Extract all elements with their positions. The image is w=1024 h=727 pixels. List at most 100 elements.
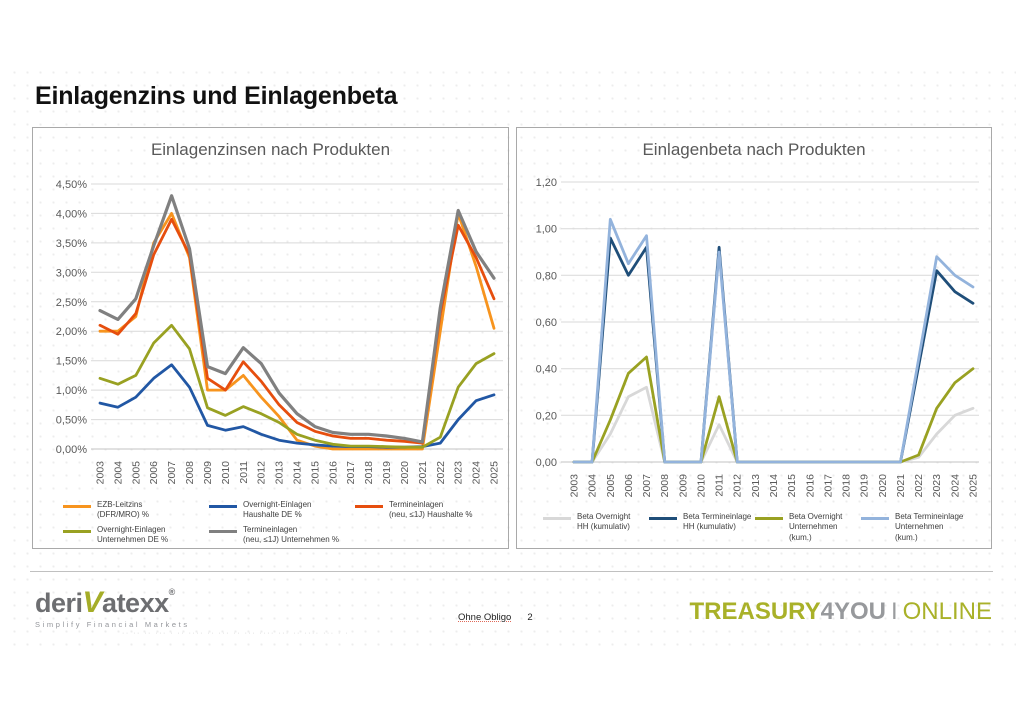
legend-item: Termineinlagen (neu, ≤1J) Haushalte % [355, 500, 501, 521]
legend-item: Termineinlagen (neu, ≤1J) Unternehmen % [209, 525, 355, 546]
legend-left: EZB-Leitzins (DFR/MRO) % Overnight-Einlag… [63, 500, 504, 550]
legend-label: EZB-Leitzins (DFR/MRO) % [97, 500, 149, 520]
svg-text:2003: 2003 [569, 474, 581, 498]
svg-text:2017: 2017 [822, 474, 834, 498]
svg-text:2011: 2011 [714, 474, 726, 497]
svg-text:2023: 2023 [453, 461, 465, 485]
svg-text:2012: 2012 [256, 461, 268, 485]
svg-text:2017: 2017 [345, 461, 357, 485]
svg-text:2008: 2008 [659, 474, 671, 498]
svg-text:2014: 2014 [768, 474, 780, 498]
svg-text:1,50%: 1,50% [56, 356, 87, 368]
einlagenzinsen-chart-panel: Einlagenzinsen nach Produkten 0,00% 0,50%… [32, 127, 509, 549]
legend-swatch [209, 505, 237, 508]
footer-divider [30, 571, 993, 572]
legend-swatch [63, 505, 91, 508]
svg-text:2018: 2018 [363, 461, 375, 485]
series-line [98, 194, 496, 444]
svg-text:2015: 2015 [309, 461, 321, 485]
legend-label: Termineinlagen (neu, ≤1J) Unternehmen % [243, 524, 339, 545]
legend-item: Beta Overnight Unternehmen (kum.) [755, 512, 861, 543]
svg-text:2024: 2024 [949, 474, 961, 498]
legend-item: Overnight-Einlagen Unternehmen DE % [63, 525, 209, 546]
svg-text:2023: 2023 [931, 474, 943, 498]
svg-text:2019: 2019 [381, 461, 393, 485]
svg-text:2020: 2020 [399, 461, 411, 485]
svg-text:2022: 2022 [435, 461, 447, 485]
legend-item: Beta Termineinlage Unternehmen (kum.) [861, 512, 967, 543]
svg-text:3,00%: 3,00% [56, 267, 87, 279]
legend-label: Beta Termineinlage Unternehmen (kum.) [895, 512, 964, 542]
legend-right: Beta Overnight HH (kumulativ) Beta Termin… [531, 512, 979, 543]
svg-text:2021: 2021 [895, 474, 907, 498]
svg-text:1,00%: 1,00% [56, 385, 87, 397]
svg-text:2005: 2005 [130, 461, 142, 485]
disclaimer-text: Ohne Obligo [458, 612, 512, 623]
svg-text:0,80: 0,80 [536, 270, 557, 282]
svg-text:2018: 2018 [841, 474, 853, 498]
legend-label: Overnight-Einlagen Haushalte DE % [243, 500, 312, 520]
svg-text:3,50%: 3,50% [56, 238, 87, 250]
svg-text:2009: 2009 [677, 474, 689, 498]
logo-v-mark: V [82, 586, 103, 619]
svg-text:0,20: 0,20 [536, 410, 557, 422]
svg-text:2025: 2025 [489, 461, 501, 485]
legend-label: Beta Overnight HH (kumulativ) [577, 512, 631, 532]
brand-separator: I [890, 598, 898, 625]
series-line [572, 355, 975, 464]
svg-text:0,60: 0,60 [536, 317, 557, 329]
footer-center: Ohne Obligo 2 [458, 612, 533, 623]
svg-text:1,20: 1,20 [536, 177, 557, 189]
svg-text:2007: 2007 [641, 474, 653, 498]
svg-text:2010: 2010 [220, 461, 232, 485]
legend-swatch [63, 529, 91, 533]
legend-swatch [649, 517, 677, 520]
svg-text:0,50%: 0,50% [56, 415, 87, 427]
legend-swatch [755, 517, 783, 520]
legend-swatch [861, 517, 889, 520]
svg-text:0,40: 0,40 [536, 364, 557, 376]
treasury4you-brand: TREASURY4YOU I ONLINE [689, 598, 992, 625]
svg-text:2021: 2021 [417, 461, 429, 485]
svg-text:2005: 2005 [605, 474, 617, 498]
svg-text:2003: 2003 [95, 461, 107, 485]
einlagenzinsen-line-chart: 0,00% 0,50% 1,00% 1,50% 2,00% 2,50% 3,00% 3,50%… [56, 179, 503, 485]
einlagenbeta-chart-panel: Einlagenbeta nach Produkten 0,00 0,20 0,40… [516, 127, 992, 549]
logo-wordmark: deriVatexx® [35, 586, 175, 619]
chart-title-left: Einlagenzinsen nach Produkten [150, 140, 391, 159]
series-line [572, 236, 975, 464]
svg-text:4,00%: 4,00% [56, 208, 87, 220]
svg-text:2010: 2010 [695, 474, 707, 498]
derivatexx-logo: deriVatexx® Simplify Financial Markets [35, 586, 190, 630]
chart-title-right: Einlagenbeta nach Produkten [642, 140, 866, 159]
svg-text:2013: 2013 [750, 474, 762, 498]
svg-text:2013: 2013 [274, 461, 286, 485]
legend-item: Overnight-Einlagen Haushalte DE % [209, 500, 355, 521]
svg-text:2009: 2009 [202, 461, 214, 485]
svg-text:2019: 2019 [859, 474, 871, 498]
svg-text:2,50%: 2,50% [56, 297, 87, 309]
svg-text:2004: 2004 [112, 461, 124, 485]
series-line [572, 217, 975, 464]
legend-swatch [543, 517, 571, 520]
svg-text:2012: 2012 [732, 474, 744, 498]
series-line [98, 323, 496, 449]
svg-text:4,50%: 4,50% [56, 179, 87, 191]
einlagenbeta-line-chart: 0,00 0,20 0,40 0,60 0,80 1,00 1,20 2003 2004 2005… [536, 177, 980, 498]
legend-label: Beta Termineinlage HH (kumulativ) [683, 512, 752, 532]
svg-text:1,00: 1,00 [536, 224, 557, 236]
svg-text:2015: 2015 [786, 474, 798, 498]
svg-text:2011: 2011 [238, 461, 250, 484]
legend-swatch [355, 505, 383, 508]
svg-text:2,00%: 2,00% [56, 326, 87, 338]
legend-label: Beta Overnight Unternehmen (kum.) [789, 512, 843, 542]
legend-item: Beta Overnight HH (kumulativ) [543, 512, 649, 543]
svg-text:0,00: 0,00 [536, 457, 557, 469]
legend-item: Beta Termineinlage HH (kumulativ) [649, 512, 755, 543]
svg-text:2024: 2024 [471, 461, 483, 485]
svg-text:2014: 2014 [292, 461, 304, 485]
legend-swatch [209, 529, 237, 533]
svg-text:2008: 2008 [184, 461, 196, 485]
svg-text:2007: 2007 [166, 461, 178, 485]
